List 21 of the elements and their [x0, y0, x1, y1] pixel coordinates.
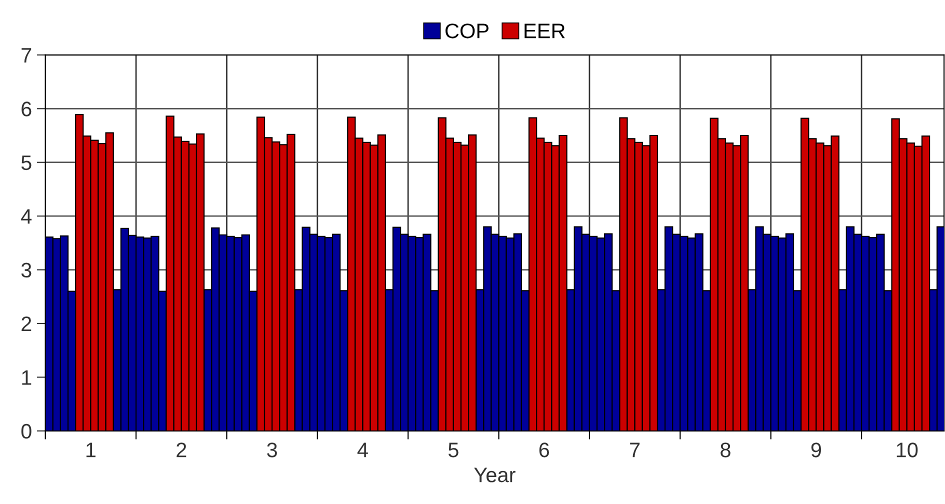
- x-tick-label: 8: [720, 442, 730, 458]
- x-tick-label: 4: [357, 442, 368, 458]
- y-tick-label: 5: [21, 156, 32, 170]
- x-tick-label: 1: [86, 442, 96, 458]
- legend-label: COP: [446, 24, 489, 38]
- y-tick-label: 7: [22, 48, 32, 62]
- x-tick-label: 6: [539, 442, 550, 458]
- y-tick-label: 2: [22, 316, 32, 332]
- y-tick-label: 4: [21, 209, 32, 224]
- legend-label: EER: [524, 24, 565, 38]
- x-axis-title: Year: [474, 468, 516, 482]
- x-tick-label: 7: [630, 442, 640, 458]
- x-tick-label: 9: [811, 442, 821, 458]
- x-tick-label: 3: [267, 442, 277, 458]
- y-tick-label: 1: [22, 370, 32, 385]
- y-tick-label: 0: [21, 424, 32, 439]
- x-tick-label: 2: [176, 442, 186, 458]
- x-tick-label: 5: [448, 442, 458, 458]
- y-tick-label: 6: [22, 102, 32, 116]
- y-tick-label: 3: [21, 262, 32, 278]
- x-tick-label: 10: [896, 442, 918, 458]
